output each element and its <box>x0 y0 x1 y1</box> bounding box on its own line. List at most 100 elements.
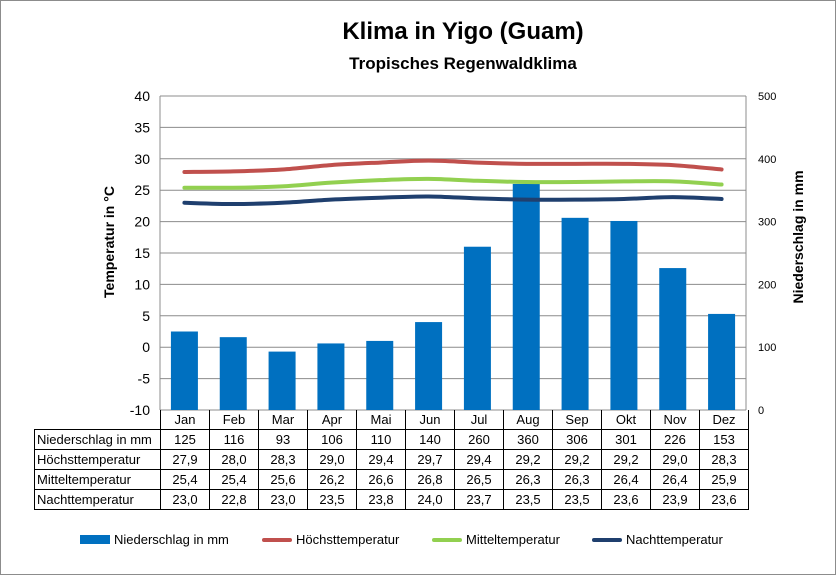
table-cell: 26,2 <box>307 469 357 490</box>
y-right-tick-label: 100 <box>758 342 776 354</box>
y-left-tick-label: 35 <box>134 119 150 135</box>
y-right-tick-label: 300 <box>758 217 776 229</box>
precipitation-bar <box>317 343 345 410</box>
legend-swatch-nacht <box>592 537 622 542</box>
table-cell: 29,4 <box>454 449 504 470</box>
legend-item-mittel: Mitteltemperatur <box>432 532 560 547</box>
month-label: Okt <box>601 410 651 430</box>
table-cell: 25,4 <box>209 469 259 490</box>
data-table-row-mittel: Mitteltemperatur 25,4 25,4 25,6 26,2 26,… <box>34 469 749 490</box>
table-cell: 26,5 <box>454 469 504 490</box>
table-cell: 26,3 <box>552 469 602 490</box>
month-label: Apr <box>307 410 357 430</box>
month-label: Nov <box>650 410 700 430</box>
table-cell: 25,9 <box>699 469 749 490</box>
month-label: Dez <box>699 410 749 430</box>
table-cell: 29,2 <box>552 449 602 470</box>
precipitation-bar <box>610 220 638 410</box>
table-cell: 29,0 <box>650 449 700 470</box>
legend-swatch-niederschlag <box>80 535 110 544</box>
y-left-tick-label: 15 <box>134 245 150 261</box>
y-left-tick-label: 5 <box>142 308 150 324</box>
table-cell: 23,0 <box>258 489 308 510</box>
precipitation-bar <box>219 337 247 410</box>
y-right-tick-label: 0 <box>758 405 764 417</box>
legend-item-niederschlag: Niederschlag in mm <box>80 532 229 547</box>
legend-label: Niederschlag in mm <box>114 532 229 547</box>
data-table-row-niederschlag: Niederschlag in mm 125 116 93 106 110 14… <box>34 429 749 450</box>
precipitation-bar <box>512 183 540 410</box>
table-cell: 26,6 <box>356 469 406 490</box>
table-cell: 29,2 <box>601 449 651 470</box>
y-left-tick-label: -5 <box>138 371 151 387</box>
precipitation-bar <box>415 322 443 410</box>
table-cell: 29,2 <box>503 449 553 470</box>
precipitation-bar <box>463 246 491 410</box>
y-right-tick-label: 200 <box>758 279 776 291</box>
table-cell: 306 <box>552 429 602 450</box>
table-cell: 29,7 <box>405 449 455 470</box>
precipitation-bar <box>366 340 394 410</box>
table-cell: 26,8 <box>405 469 455 490</box>
legend-swatch-hoechst <box>262 537 292 542</box>
precipitation-bar <box>170 331 198 410</box>
month-label: Jan <box>160 410 210 430</box>
table-cell: 26,3 <box>503 469 553 490</box>
table-cell: 23,5 <box>503 489 553 510</box>
precipitation-bar <box>561 217 589 410</box>
table-cell: 23,0 <box>160 489 210 510</box>
table-cell: 28,0 <box>209 449 259 470</box>
row-label: Nachttemperatur <box>34 489 161 510</box>
month-label: Feb <box>209 410 259 430</box>
chart-title: Klima in Yigo (Guam) <box>342 18 584 45</box>
temperature-line <box>182 176 724 190</box>
table-cell: 93 <box>258 429 308 450</box>
row-label: Mitteltemperatur <box>34 469 161 490</box>
table-cell: 106 <box>307 429 357 450</box>
table-cell: 25,4 <box>160 469 210 490</box>
data-table-header-row: Jan Feb Mar Apr Mai Jun Jul Aug Sep Okt … <box>34 410 749 430</box>
table-cell: 153 <box>699 429 749 450</box>
table-cell: 23,6 <box>601 489 651 510</box>
y-left-tick-label: 30 <box>134 151 150 167</box>
legend-item-hoechst: Höchsttemperatur <box>262 532 399 547</box>
legend-swatch-mittel <box>432 537 462 542</box>
table-cell: 23,9 <box>650 489 700 510</box>
table-cell: 301 <box>601 429 651 450</box>
y-left-tick-label: 25 <box>134 182 150 198</box>
table-cell: 22,8 <box>209 489 259 510</box>
legend-label: Nachttemperatur <box>626 532 723 547</box>
row-label: Niederschlag in mm <box>34 429 161 450</box>
legend-label: Höchsttemperatur <box>296 532 400 547</box>
month-label: Sep <box>552 410 602 430</box>
table-cell: 24,0 <box>405 489 455 510</box>
temperature-line <box>182 194 724 207</box>
data-table-row-nacht: Nachttemperatur 23,0 22,8 23,0 23,5 23,8… <box>34 489 749 510</box>
table-cell: 260 <box>454 429 504 450</box>
month-label: Mai <box>356 410 406 430</box>
y-right-tick-label: 400 <box>758 154 776 166</box>
precipitation-bar <box>268 351 296 410</box>
chart-subtitle: Tropisches Regenwaldklima <box>349 54 577 73</box>
y-left-tick-label: 20 <box>134 214 150 230</box>
table-cell: 226 <box>650 429 700 450</box>
data-table-corner <box>34 410 161 430</box>
table-cell: 360 <box>503 429 553 450</box>
table-cell: 23,5 <box>552 489 602 510</box>
table-cell: 29,0 <box>307 449 357 470</box>
y-left-tick-label: 0 <box>142 339 150 355</box>
table-cell: 28,3 <box>258 449 308 470</box>
data-table-row-hoechst: Höchsttemperatur 27,9 28,0 28,3 29,0 29,… <box>34 449 749 470</box>
legend-item-nacht: Nachttemperatur <box>592 532 723 547</box>
table-cell: 25,6 <box>258 469 308 490</box>
month-label: Jun <box>405 410 455 430</box>
precipitation-bar <box>708 313 736 410</box>
temperature-line <box>182 158 724 174</box>
table-cell: 27,9 <box>160 449 210 470</box>
table-cell: 116 <box>209 429 259 450</box>
precipitation-bar <box>659 268 687 410</box>
month-label: Aug <box>503 410 553 430</box>
data-table: Jan Feb Mar Apr Mai Jun Jul Aug Sep Okt … <box>34 410 749 510</box>
table-cell: 140 <box>405 429 455 450</box>
